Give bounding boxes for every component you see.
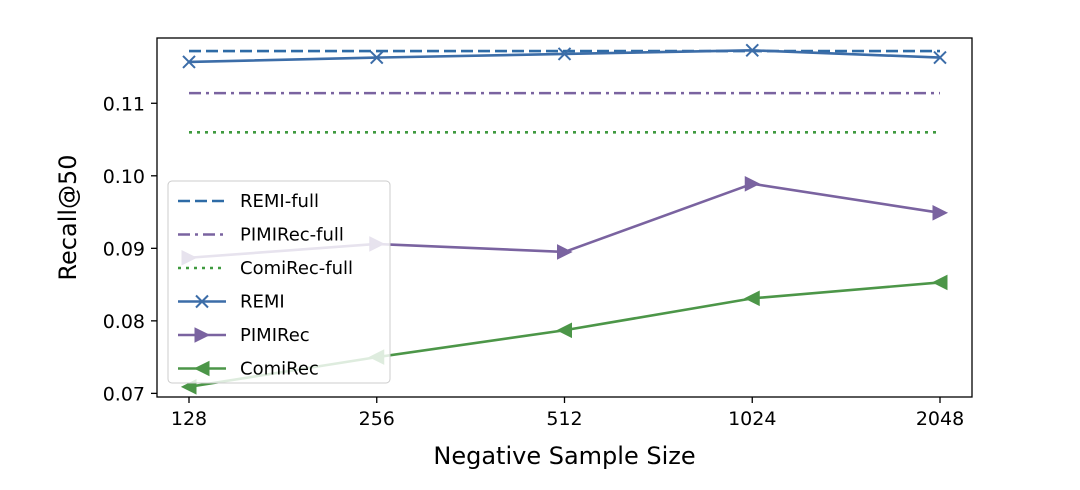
x-tick-label: 512 (546, 408, 582, 430)
data-point-pimirec-1024 (744, 175, 761, 192)
x-axis-label: Negative Sample Size (433, 442, 695, 470)
legend-label: PIMIRec-full (240, 225, 344, 246)
y-tick-label: 0.11 (103, 93, 145, 115)
legend-entry-remi-full: REMI-full (178, 191, 319, 212)
legend-entry-pimirec: PIMIRec (178, 325, 310, 346)
legend-entry-comirec-full: ComiRec-full (178, 258, 353, 279)
legend-label: REMI (240, 292, 285, 313)
data-point-pimirec-2048 (932, 204, 949, 221)
legend-entry-remi: REMI (178, 292, 285, 313)
x-tick-label: 2048 (916, 408, 964, 430)
series-remi (182, 43, 947, 69)
x-tick-label: 256 (359, 408, 395, 430)
data-point-remi-2048 (933, 50, 947, 65)
data-point-remi-128 (182, 55, 196, 69)
legend-box (167, 180, 391, 384)
legend-label: PIMIRec (240, 325, 310, 346)
legend-label: ComiRec-full (240, 258, 353, 279)
y-tick-label: 0.09 (103, 238, 145, 260)
data-point-pimirec-512 (557, 244, 573, 260)
data-point-remi-1024 (745, 43, 759, 58)
legend: REMI-full PIMIRec-full ComiRec-full REMI PIM… (167, 180, 391, 384)
data-point-remi-512 (557, 47, 572, 61)
legend-marker (194, 327, 211, 343)
y-axis-label: Recall@50 (54, 154, 82, 280)
axes: 128 256 512 1024 2048 0.07 0.08 0.09 0.10 0.11 (103, 37, 973, 430)
y-tick-label: 0.07 (103, 383, 145, 405)
legend-entry-pimirec-full: PIMIRec-full (178, 225, 344, 246)
x-tick-label: 128 (171, 408, 207, 430)
legend-label: REMI-full (240, 191, 319, 212)
legend-marker (193, 360, 210, 377)
data-point-comirec-1024 (744, 290, 760, 307)
legend-marker (195, 294, 209, 309)
data-point-comirec-512 (556, 322, 572, 339)
legend-label: ComiRec (240, 359, 319, 380)
data-point-remi-256 (370, 50, 384, 65)
x-tick-label: 1024 (728, 408, 776, 430)
y-tick-label: 0.08 (103, 311, 145, 333)
data-point-comirec-2048 (931, 274, 948, 291)
legend-entry-comirec: ComiRec (178, 359, 319, 380)
y-tick-label: 0.10 (103, 166, 145, 188)
